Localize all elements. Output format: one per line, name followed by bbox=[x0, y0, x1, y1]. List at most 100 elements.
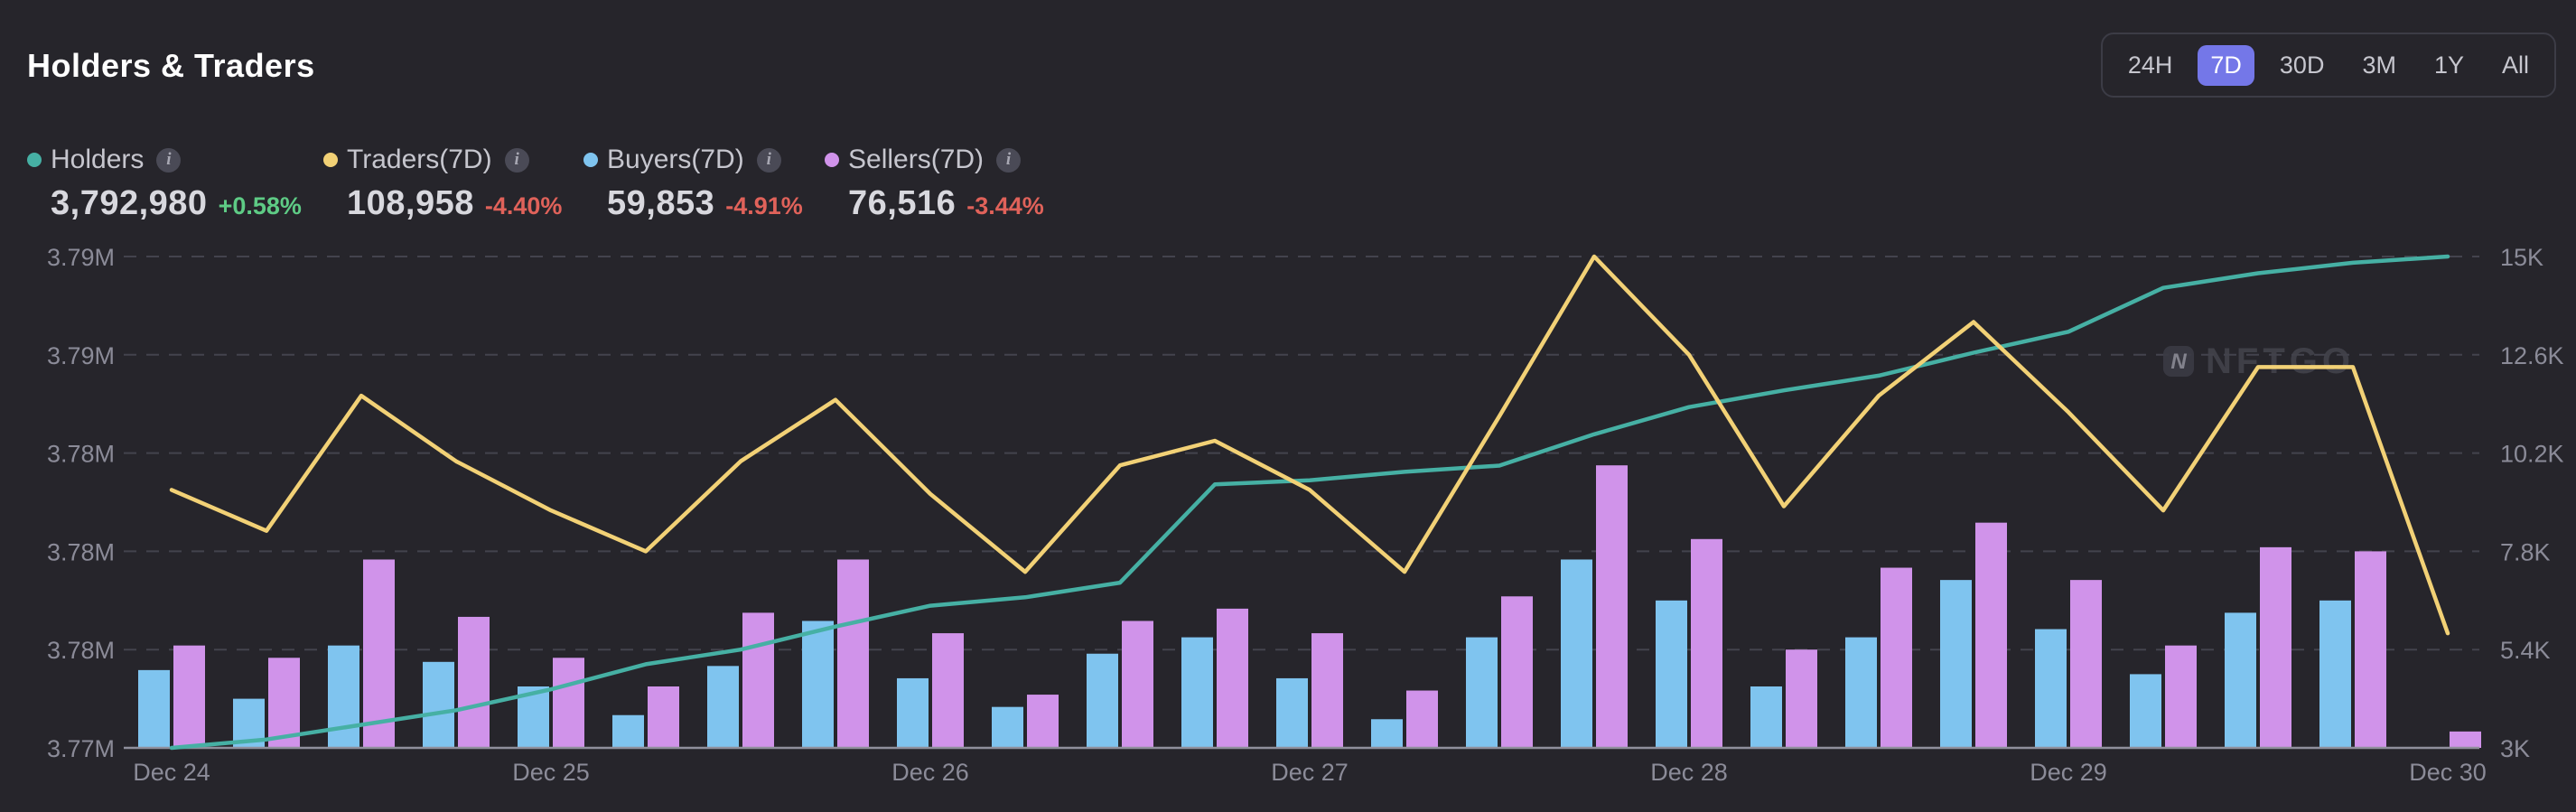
bar[interactable] bbox=[992, 706, 1023, 748]
right-axis-tick: 7.8K bbox=[2500, 538, 2551, 565]
bar[interactable] bbox=[423, 661, 454, 748]
traders-label: Traders(7D) bbox=[347, 145, 492, 174]
line-series-holders[interactable] bbox=[169, 254, 2450, 751]
bar[interactable] bbox=[1027, 695, 1059, 748]
range-option-30d[interactable]: 30D bbox=[2279, 51, 2325, 79]
bar[interactable] bbox=[1656, 600, 1687, 748]
right-axis-tick: 10.2K bbox=[2500, 441, 2564, 468]
buyers-value: 59,853 bbox=[607, 184, 715, 222]
right-axis-tick: 15K bbox=[2500, 244, 2543, 271]
range-option-1y[interactable]: 1Y bbox=[2433, 51, 2464, 79]
x-axis-tick: Dec 30 bbox=[2409, 759, 2487, 786]
x-axis-tick: Dec 27 bbox=[1271, 759, 1349, 786]
right-axis-tick: 12.6K bbox=[2500, 342, 2564, 369]
bar[interactable] bbox=[1561, 559, 1592, 748]
nftgo-logo-letter: N bbox=[2170, 350, 2187, 374]
left-axis-tick: 3.78M bbox=[47, 637, 115, 664]
buyers-info-icon[interactable]: i bbox=[756, 147, 781, 173]
bar[interactable] bbox=[1181, 637, 1213, 748]
holders-label: Holders bbox=[51, 145, 145, 174]
bar[interactable] bbox=[458, 616, 490, 748]
right-axis-tick: 5.4K bbox=[2500, 637, 2551, 664]
bar[interactable] bbox=[2450, 731, 2481, 748]
bar[interactable] bbox=[1881, 567, 1912, 748]
bar[interactable] bbox=[1276, 677, 1308, 748]
bar[interactable] bbox=[1750, 686, 1782, 748]
bar[interactable] bbox=[1940, 580, 1972, 748]
bar[interactable] bbox=[1786, 649, 1817, 748]
bar[interactable] bbox=[328, 645, 359, 748]
bar[interactable] bbox=[2260, 546, 2291, 748]
traders-series-dot bbox=[323, 153, 338, 167]
bar[interactable] bbox=[1596, 465, 1628, 748]
bar[interactable] bbox=[1501, 596, 1533, 748]
buyers-series-dot bbox=[583, 153, 598, 167]
time-range-selector: 24H 7D 30D 3M 1Y All bbox=[2100, 33, 2556, 98]
page-title: Holders & Traders bbox=[27, 47, 315, 84]
traders-value: 108,958 bbox=[347, 184, 474, 222]
x-axis-tick: Dec 24 bbox=[133, 759, 210, 786]
holders-series-dot bbox=[27, 153, 42, 167]
left-axis-tick: 3.79M bbox=[47, 342, 115, 369]
sellers-change: -3.44% bbox=[966, 192, 1044, 219]
nftgo-logo-icon bbox=[2163, 346, 2194, 377]
bar[interactable] bbox=[2165, 645, 2197, 748]
bar[interactable] bbox=[742, 612, 774, 748]
bar[interactable] bbox=[363, 559, 395, 748]
range-option-all[interactable]: All bbox=[2501, 51, 2529, 79]
traders-change: -4.40% bbox=[484, 192, 563, 219]
bar[interactable] bbox=[173, 645, 205, 748]
sellers-value: 76,516 bbox=[848, 184, 957, 222]
bar-series-buyers-7d-[interactable] bbox=[138, 559, 2351, 748]
bar[interactable] bbox=[1975, 522, 2007, 748]
bar[interactable] bbox=[897, 677, 929, 748]
holders-traders-chart[interactable]: 3.79M 15K 3.79M 12.6K 3.78M 10.2K 3.78M 7.8K 3.7… bbox=[0, 230, 2576, 807]
buyers-label: Buyers(7D) bbox=[607, 145, 744, 174]
sellers-info-icon[interactable]: i bbox=[996, 147, 1022, 173]
bar[interactable] bbox=[2035, 629, 2067, 748]
bar[interactable] bbox=[1217, 608, 1248, 748]
range-option-3m[interactable]: 3M bbox=[2362, 51, 2396, 79]
bar[interactable] bbox=[2070, 580, 2102, 748]
bar[interactable] bbox=[1311, 633, 1343, 748]
bar[interactable] bbox=[1371, 719, 1403, 748]
legend-group-traders: Traders(7D) i 108,958 -4.40% bbox=[323, 145, 562, 223]
bar[interactable] bbox=[2355, 551, 2386, 748]
bar[interactable] bbox=[707, 666, 739, 748]
bar[interactable] bbox=[1406, 690, 1438, 748]
nftgo-watermark-text: NFTGO bbox=[2206, 341, 2355, 381]
bar[interactable] bbox=[932, 633, 964, 748]
traders-info-icon[interactable]: i bbox=[504, 147, 529, 173]
line-series-traders-7d-[interactable] bbox=[169, 254, 2450, 636]
buyers-change: -4.91% bbox=[725, 192, 803, 219]
bar[interactable] bbox=[553, 658, 584, 748]
bar[interactable] bbox=[802, 621, 834, 748]
right-axis-tick: 3K bbox=[2500, 735, 2530, 762]
bar[interactable] bbox=[1087, 653, 1118, 748]
bar[interactable] bbox=[2319, 600, 2351, 748]
bar[interactable] bbox=[138, 669, 170, 748]
legend-group-buyers: Buyers(7D) i 59,853 -4.91% bbox=[583, 145, 803, 223]
bar[interactable] bbox=[1122, 621, 1153, 748]
x-axis-tick: Dec 28 bbox=[1650, 759, 1728, 786]
x-axis-tick: Dec 29 bbox=[2030, 759, 2107, 786]
legend-group-sellers: Sellers(7D) i 76,516 -3.44% bbox=[825, 145, 1044, 223]
bar[interactable] bbox=[2130, 674, 2161, 748]
sellers-label: Sellers(7D) bbox=[848, 145, 985, 174]
bar-series-sellers-7d-[interactable] bbox=[173, 465, 2481, 748]
sellers-series-dot bbox=[825, 153, 839, 167]
bar[interactable] bbox=[268, 658, 300, 748]
bar[interactable] bbox=[837, 559, 869, 748]
holders-change: +0.58% bbox=[218, 192, 302, 219]
bar[interactable] bbox=[1691, 538, 1722, 748]
bar[interactable] bbox=[612, 714, 644, 748]
range-option-24h[interactable]: 24H bbox=[2127, 51, 2173, 79]
x-axis-labels: Dec 24 Dec 25 Dec 26 Dec 27 Dec 28 Dec 29 Dec … bbox=[133, 759, 2487, 786]
bar[interactable] bbox=[1466, 637, 1498, 748]
left-axis-tick: 3.78M bbox=[47, 538, 115, 565]
bar[interactable] bbox=[1845, 637, 1877, 748]
holders-info-icon[interactable]: i bbox=[156, 147, 182, 173]
bar[interactable] bbox=[2225, 612, 2256, 748]
range-option-7d[interactable]: 7D bbox=[2198, 44, 2254, 86]
bar[interactable] bbox=[648, 686, 679, 748]
